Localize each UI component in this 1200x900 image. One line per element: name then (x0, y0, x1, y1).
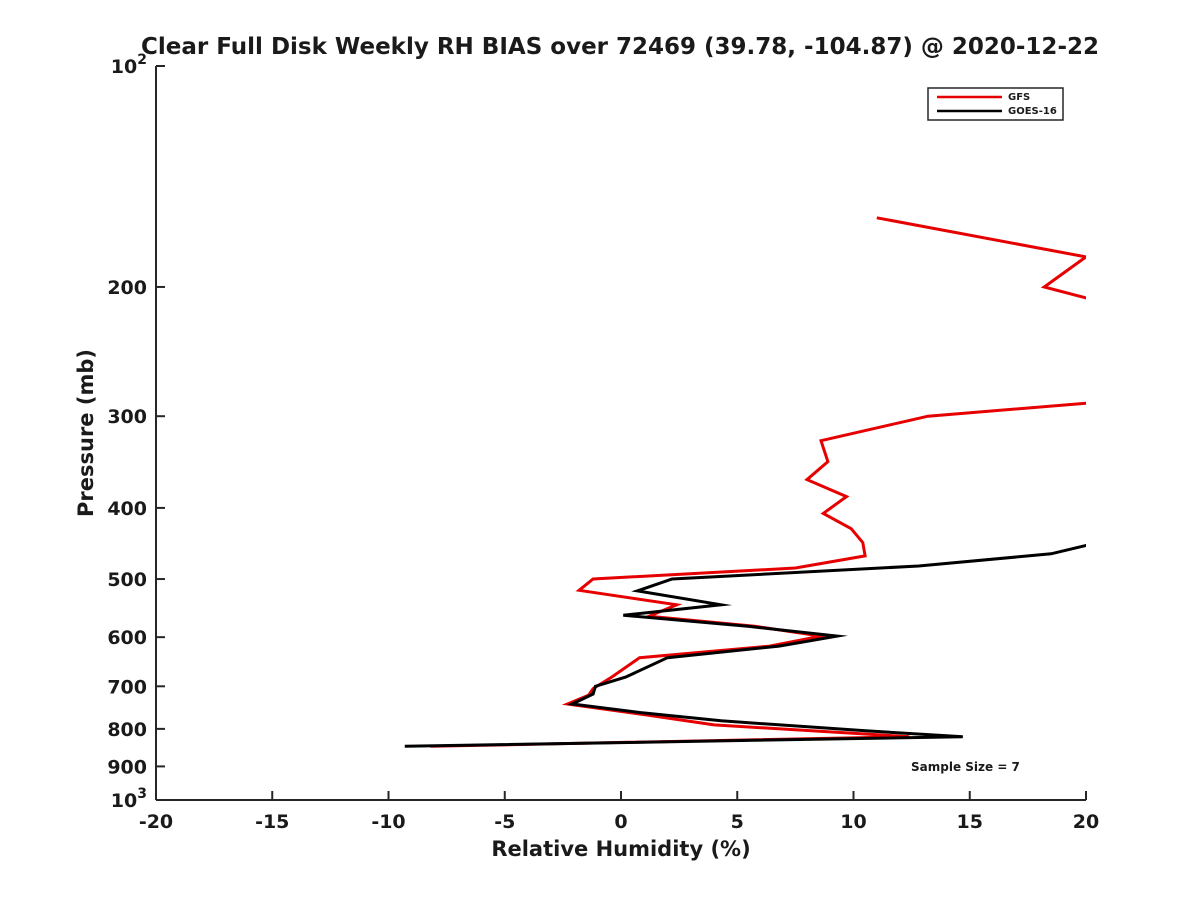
x-ticks: -20 -15 -10 -5 0 5 10 15 20 (139, 791, 1099, 833)
y-ticks: 102 200 300 400 500 600 700 800 900 103 (107, 52, 165, 812)
y-axis-label: Pressure (mb) (74, 349, 98, 517)
y-tick-label: 400 (107, 498, 147, 520)
series-layer (404, 216, 1086, 748)
legend-box (927, 87, 1064, 121)
y-tick-label: 800 (107, 719, 147, 741)
x-tick-label: 10 (840, 811, 866, 833)
x-tick-label: 15 (957, 811, 983, 833)
y-tick-label: 300 (107, 406, 147, 428)
x-tick-label: -15 (255, 811, 289, 833)
y-tick-label: 700 (107, 676, 147, 698)
plot-area: -20 -15 -10 -5 0 5 10 15 20 102 200 300 400 500 600 70… (107, 52, 1099, 833)
legend-label-goes16: GOES-16 (1008, 106, 1057, 117)
goes16-series-line (404, 543, 1086, 748)
y-tick-label: 900 (107, 756, 147, 778)
y-tick-label: 103 (111, 786, 147, 812)
gfs-series-line (430, 216, 1086, 748)
x-tick-label: -20 (139, 811, 173, 833)
chart-title: Clear Full Disk Weekly RH BIAS over 7246… (141, 34, 1099, 60)
legend-label-gfs: GFS (1008, 92, 1030, 103)
y-tick-label: 200 (107, 277, 147, 299)
x-tick-label: 5 (731, 811, 744, 833)
sample-size-annotation: Sample Size = 7 (911, 760, 1020, 774)
x-axis-label: Relative Humidity (%) (491, 837, 750, 861)
x-tick-label: 20 (1073, 811, 1099, 833)
y-tick-label: 102 (111, 52, 147, 78)
x-tick-label: -5 (494, 811, 515, 833)
plot-background (156, 66, 1086, 800)
y-tick-label: 600 (107, 627, 147, 649)
x-tick-label: -10 (371, 811, 405, 833)
legend: GFS GOES-16 (927, 87, 1064, 121)
y-tick-label: 500 (107, 569, 147, 591)
x-tick-label: 0 (614, 811, 627, 833)
